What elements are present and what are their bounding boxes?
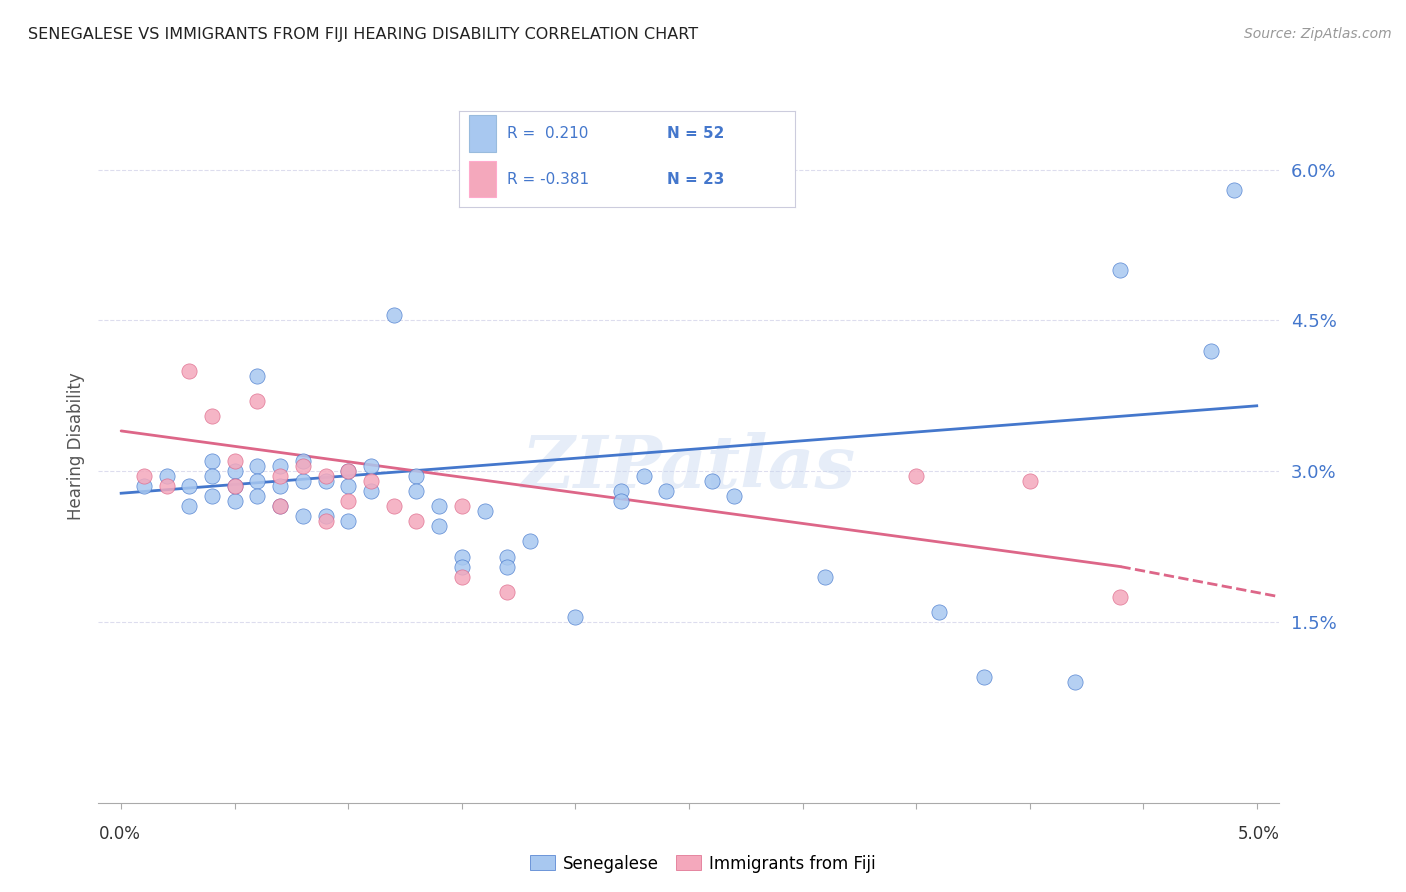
Point — [201, 469, 224, 483]
Point — [405, 515, 427, 529]
Text: Source: ZipAtlas.com: Source: ZipAtlas.com — [1244, 27, 1392, 41]
Point — [450, 569, 472, 583]
Point — [814, 569, 837, 583]
Text: ZIPatlas: ZIPatlas — [522, 432, 856, 503]
Point — [1018, 474, 1040, 488]
Point — [700, 474, 723, 488]
Point — [427, 500, 450, 514]
Point — [337, 479, 360, 493]
Point — [246, 393, 269, 408]
Point — [179, 363, 201, 377]
Point — [496, 584, 519, 599]
Point — [474, 504, 496, 518]
Point — [519, 534, 541, 549]
Point — [1064, 675, 1087, 690]
Point — [610, 484, 633, 499]
Point — [315, 509, 337, 524]
Point — [496, 549, 519, 564]
Point — [201, 489, 224, 503]
Point — [155, 479, 177, 493]
Point — [269, 500, 291, 514]
Point — [246, 459, 269, 474]
Point — [1201, 343, 1223, 358]
Point — [337, 515, 360, 529]
Text: SENEGALESE VS IMMIGRANTS FROM FIJI HEARING DISABILITY CORRELATION CHART: SENEGALESE VS IMMIGRANTS FROM FIJI HEARI… — [28, 27, 699, 42]
Text: 0.0%: 0.0% — [98, 825, 141, 843]
Point — [723, 489, 745, 503]
Point — [337, 464, 360, 478]
Point — [928, 605, 950, 619]
Point — [655, 484, 678, 499]
Point — [291, 454, 314, 468]
Point — [201, 454, 224, 468]
Point — [224, 479, 246, 493]
Y-axis label: Hearing Disability: Hearing Disability — [66, 372, 84, 520]
Point — [337, 464, 360, 478]
Point — [1223, 183, 1246, 197]
Point — [973, 670, 995, 684]
Point — [337, 494, 360, 508]
Point — [450, 549, 472, 564]
Point — [360, 474, 382, 488]
Point — [269, 500, 291, 514]
Point — [132, 469, 155, 483]
Point — [224, 454, 246, 468]
Point — [224, 464, 246, 478]
Point — [246, 368, 269, 383]
Point — [610, 494, 633, 508]
Point — [315, 474, 337, 488]
Point — [360, 484, 382, 499]
Point — [269, 469, 291, 483]
Point — [450, 559, 472, 574]
Point — [450, 500, 472, 514]
Point — [564, 610, 586, 624]
Point — [1109, 263, 1132, 277]
Point — [382, 309, 405, 323]
Point — [291, 459, 314, 474]
Point — [405, 469, 427, 483]
Point — [224, 479, 246, 493]
Text: 5.0%: 5.0% — [1237, 825, 1279, 843]
Point — [360, 459, 382, 474]
Point — [132, 479, 155, 493]
Point — [179, 500, 201, 514]
Point — [382, 500, 405, 514]
Point — [291, 509, 314, 524]
Point — [269, 479, 291, 493]
Point — [405, 484, 427, 499]
Point — [224, 494, 246, 508]
Point — [315, 469, 337, 483]
Point — [1109, 590, 1132, 604]
Point — [155, 469, 177, 483]
Point — [201, 409, 224, 423]
Point — [291, 474, 314, 488]
Legend: Senegalese, Immigrants from Fiji: Senegalese, Immigrants from Fiji — [523, 848, 883, 880]
Point — [633, 469, 655, 483]
Point — [496, 559, 519, 574]
Point — [427, 519, 450, 533]
Point — [179, 479, 201, 493]
Point — [905, 469, 928, 483]
Point — [269, 459, 291, 474]
Point — [246, 474, 269, 488]
Point — [246, 489, 269, 503]
Point — [315, 515, 337, 529]
